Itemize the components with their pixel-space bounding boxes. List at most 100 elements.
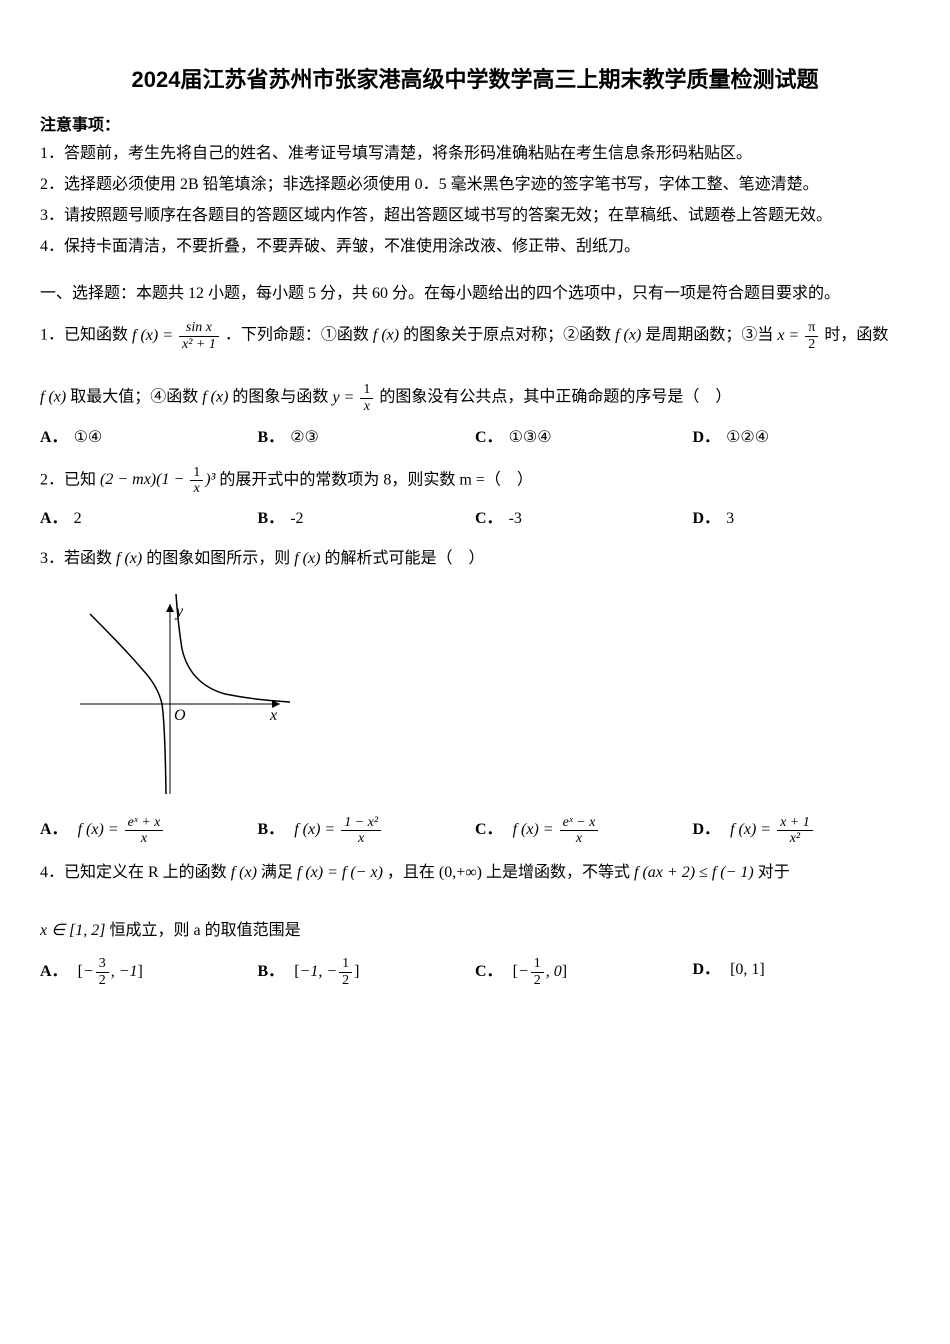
- opt-label-a: A．: [40, 963, 68, 980]
- q4-interval: (0,+∞): [439, 864, 482, 881]
- q1-cont-b: 的图象与函数: [232, 389, 328, 406]
- q4-a-right: , −1: [111, 963, 138, 980]
- q3-d-num: x + 1: [777, 815, 813, 831]
- opt-label-a: A．: [40, 821, 68, 838]
- notice-item-1: 1．答题前，考生先将自己的姓名、准考证号填写清楚，将条形码准确粘贴在考生信息条形…: [40, 140, 910, 169]
- q3-c-den: x: [560, 831, 599, 846]
- q3-opt-c-expr: f (x) = eˣ − xx: [513, 821, 601, 838]
- q1-func-def: f (x) = sin x x² + 1: [132, 327, 225, 344]
- q2-option-a: A． 2: [40, 505, 258, 534]
- q4-c-fnum: 1: [531, 956, 544, 972]
- q4-c-fden: 2: [531, 973, 544, 988]
- q4-opt-a-expr: [−32, −1]: [78, 963, 143, 980]
- question-1: 1．已知函数 f (x) = sin x x² + 1 ．下列命题：①函数 f …: [40, 320, 910, 352]
- q3-option-d: D． f (x) = x + 1x²: [693, 815, 911, 847]
- opt-label-d: D．: [693, 821, 721, 838]
- q3-options: A． f (x) = eˣ + xx B． f (x) = 1 − x²x C．…: [40, 815, 910, 847]
- q3-a-den: x: [125, 831, 164, 846]
- q1-frac-num: sin x: [179, 320, 219, 336]
- opt-label-b: B．: [258, 429, 285, 446]
- q3-option-a: A． f (x) = eˣ + xx: [40, 815, 258, 847]
- q4-a-left: −: [83, 963, 94, 980]
- q4-mid3: 上是增函数，不等式: [486, 864, 630, 881]
- q1-mid2: 的图象关于原点对称；②函数: [403, 327, 611, 344]
- q4-cont-suffix: 恒成立，则 a 的取值范围是: [110, 922, 301, 939]
- q3-prefix: 3．若函数: [40, 550, 112, 567]
- origin-label: O: [174, 707, 186, 724]
- q1-y1x: y = 1 x: [332, 389, 379, 406]
- q1-pi-num: π: [805, 320, 818, 336]
- q2-frac-num: 1: [190, 465, 203, 481]
- q4-b-fden: 2: [339, 973, 352, 988]
- q2-suffix: 的展开式中的常数项为 8，则实数 m =（ ）: [219, 471, 532, 488]
- q3-d-den: x²: [777, 831, 813, 846]
- q3-opt-prefix: f (x) =: [78, 821, 119, 838]
- y-label: y: [174, 603, 184, 620]
- q3-fx1: f (x): [116, 550, 142, 567]
- q3-mid: 的图象如图所示，则: [146, 550, 290, 567]
- q2-option-b: B．-2: [258, 505, 476, 534]
- q1-opt-d-text: ①②④: [726, 429, 769, 446]
- q2-options: A． 2 B．-2 C． -3 D．3: [40, 505, 910, 534]
- q1-cont-c: 的图象没有公共点，其中正确命题的序号是（ ）: [379, 389, 731, 406]
- q1-frac-den: x² + 1: [179, 337, 219, 352]
- q2-frac-den: x: [190, 481, 203, 496]
- q1-fx1: f (x): [373, 327, 399, 344]
- q4-options: A． [−32, −1] B． [−1, −12] C． [−12, 0] D．…: [40, 956, 910, 988]
- opt-label-d: D．: [693, 510, 721, 527]
- q2-prefix: 2．已知: [40, 471, 96, 488]
- q1-pi-den: 2: [805, 337, 818, 352]
- q2-option-d: D．3: [693, 505, 911, 534]
- q4-opt-d-expr: [0, 1]: [730, 961, 765, 978]
- q4-a-fden: 2: [96, 973, 109, 988]
- q4-mid4: 对于: [758, 864, 790, 881]
- question-3: 3．若函数 f (x) 的图象如图所示，则 f (x) 的解析式可能是（ ）: [40, 545, 910, 574]
- q3-opt-d-expr: f (x) = x + 1x²: [730, 821, 815, 838]
- q4-prefix: 4．已知定义在 R 上的函数: [40, 864, 227, 881]
- q2-opt-a-text: 2: [74, 510, 82, 527]
- q2-opt-c-text: -3: [509, 510, 522, 527]
- q1-cont-a: 取最大值；④函数: [70, 389, 198, 406]
- y-axis-arrow: [166, 604, 174, 612]
- q1-option-a: A．①④: [40, 424, 258, 453]
- opt-label-c: C．: [475, 510, 503, 527]
- question-4-cont: x ∈ [1, 2] 恒成立，则 a 的取值范围是: [40, 917, 910, 946]
- q3-opt-b-expr: f (x) = 1 − x²x: [294, 821, 383, 838]
- section-1-heading: 一、选择题：本题共 12 小题，每小题 5 分，共 60 分。在每小题给出的四个…: [40, 280, 910, 309]
- q4-opt-c-expr: [−12, 0]: [513, 963, 567, 980]
- q1-options: A．①④ B．②③ C．①③④ D．①②④: [40, 424, 910, 453]
- q1-mid4: 时，函数: [824, 327, 888, 344]
- q1-1x-den: x: [360, 399, 373, 414]
- q1-fx3: f (x): [40, 389, 66, 406]
- opt-label-a: A．: [40, 510, 68, 527]
- question-4: 4．已知定义在 R 上的函数 f (x) 满足 f (x) = f (− x) …: [40, 859, 910, 888]
- q1-prefix: 1．已知函数: [40, 327, 128, 344]
- opt-label-b: B．: [258, 510, 285, 527]
- opt-label-b: B．: [258, 963, 285, 980]
- q3-opt-a-expr: f (x) = eˣ + xx: [78, 821, 166, 838]
- q4-c-left: −: [518, 963, 529, 980]
- q3-opt-prefix: f (x) =: [513, 821, 554, 838]
- q4-xrange: x ∈ [1, 2]: [40, 922, 106, 939]
- q3-option-c: C． f (x) = eˣ − xx: [475, 815, 693, 847]
- q4-eq: f (x) = f (− x): [297, 864, 383, 881]
- q3-b-num: 1 − x²: [341, 815, 381, 831]
- q4-option-a: A． [−32, −1]: [40, 956, 258, 988]
- q3-b-den: x: [341, 831, 381, 846]
- q1-option-d: D．①②④: [693, 424, 911, 453]
- opt-label-c: C．: [475, 963, 503, 980]
- curve-right: [176, 594, 290, 702]
- q2-expr-left: (2 − mx)(1 −: [100, 471, 188, 488]
- page-title: 2024届江苏省苏州市张家港高级中学数学高三上期末教学质量检测试题: [40, 60, 910, 100]
- q1-opt-c-text: ①③④: [509, 429, 552, 446]
- q1-opt-b-text: ②③: [290, 429, 319, 446]
- q4-mid2: ，且在: [387, 864, 435, 881]
- q4-b-fnum: 1: [339, 956, 352, 972]
- q3-opt-prefix: f (x) =: [730, 821, 771, 838]
- q4-b-left: −1, −: [300, 963, 338, 980]
- q4-ineq: f (ax + 2) ≤ f (− 1): [634, 864, 754, 881]
- q1-opt-a-text: ①④: [74, 429, 103, 446]
- q1-mid1: ．下列命题：①函数: [225, 327, 369, 344]
- opt-label-b: B．: [258, 821, 285, 838]
- q3-c-num: eˣ − x: [560, 815, 599, 831]
